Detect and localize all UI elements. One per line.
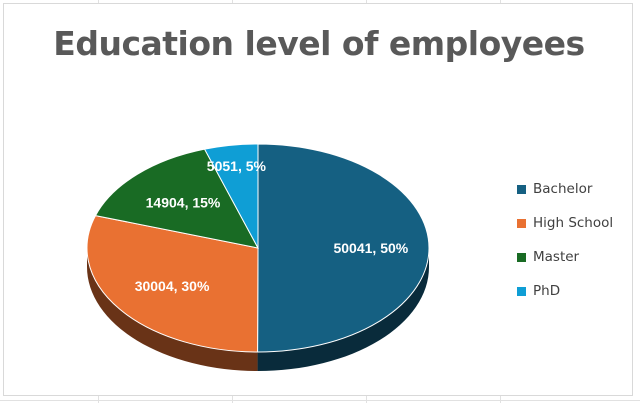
chart-area[interactable]: Education level of employees 50041, 50% 3… xyxy=(3,3,633,396)
legend-item-phd: PhD xyxy=(517,274,637,308)
legend-item-master: Master xyxy=(517,240,637,274)
legend-label: High School xyxy=(533,215,614,231)
legend-swatch xyxy=(517,184,526,194)
pie-side-walls xyxy=(87,248,429,371)
legend-item-high-school: High School xyxy=(517,206,637,240)
pie-side-bachelor xyxy=(257,248,429,371)
legend-swatch xyxy=(517,286,526,296)
pie-chart: 50041, 50% 30004, 30% 14904, 15% 5051, 5% xyxy=(86,143,430,371)
pie-slice-phd[interactable] xyxy=(203,143,259,249)
data-label-phd: 5051, 5% xyxy=(207,158,267,174)
data-label-high-school: 30004, 30% xyxy=(135,278,210,294)
pie-slice-high-school[interactable] xyxy=(86,215,259,353)
data-label-master: 14904, 15% xyxy=(146,194,221,210)
legend-label: PhD xyxy=(533,283,561,299)
chart-legend: Bachelor High School Master PhD xyxy=(517,172,637,308)
legend-item-bachelor: Bachelor xyxy=(517,172,637,206)
legend-swatch xyxy=(517,252,526,262)
legend-swatch xyxy=(517,218,526,228)
data-label-bachelor: 50041, 50% xyxy=(333,240,408,256)
pie-slice-master[interactable] xyxy=(94,148,259,249)
pie-slice-bachelor[interactable] xyxy=(257,143,430,353)
chart-title: Education level of employees xyxy=(53,24,585,63)
legend-label: Bachelor xyxy=(533,181,593,197)
pie-side-high-school xyxy=(87,248,258,371)
legend-label: Master xyxy=(533,249,580,265)
